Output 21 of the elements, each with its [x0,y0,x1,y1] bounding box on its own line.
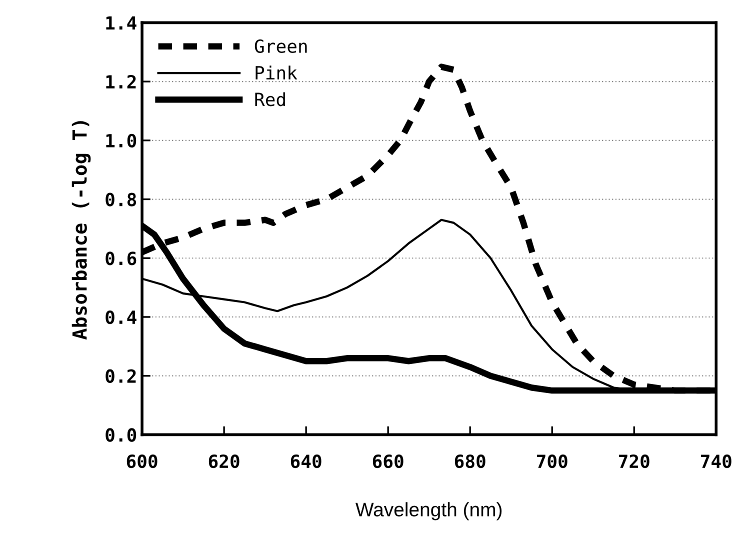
x-tick-label: 660 [372,454,404,468]
legend-label: Red [255,92,285,106]
y-axis-title: Absorbance (-log T) [72,121,91,340]
y-tick-label: 1.4 [106,16,136,30]
x-axis-title: Wavelength (nm) [356,502,502,520]
legend-label: Green [254,39,307,53]
x-tick-label: 600 [126,454,158,468]
y-tick-label: 0.4 [106,310,136,324]
x-tick-label: 720 [619,454,650,468]
x-tick-label: 680 [454,454,486,468]
x-tick-label: 700 [536,454,568,468]
y-tick-label: 1.0 [106,134,136,148]
y-tick-label: 0.2 [106,369,136,383]
y-tick-label: 1.2 [106,75,136,88]
y-tick-label: 0.8 [106,192,136,206]
y-tick-label: 0.6 [106,252,136,266]
x-tick-label: 620 [208,454,240,468]
x-tick-label: 640 [290,454,322,468]
legend-label: Pink [256,66,298,80]
y-tick-label: 0.0 [106,428,136,442]
x-tick-label: 740 [701,454,732,468]
